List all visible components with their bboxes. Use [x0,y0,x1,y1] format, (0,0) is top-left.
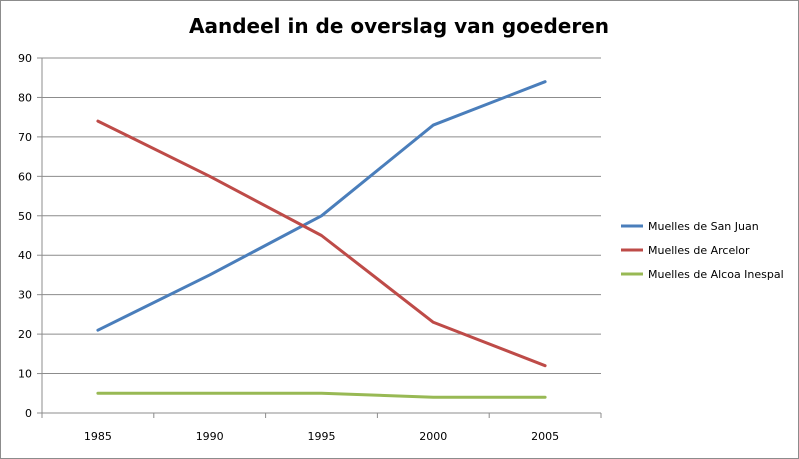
x-tick-label: 2005 [531,430,559,443]
y-tick-label: 0 [25,407,32,420]
y-tick-label: 10 [18,368,32,381]
axes: 0 10 20 30 40 50 60 70 80 90 1985 1990 1995 2000 2005 [18,52,602,443]
series-line [96,119,547,368]
series-line [96,391,547,399]
x-tick-label: 2000 [419,430,447,443]
y-tick-label: 60 [18,170,32,183]
y-tick-label: 20 [18,328,32,341]
y-tick-label: 90 [18,52,32,65]
series-line [96,80,547,332]
y-tick-label: 40 [18,249,32,262]
y-tick-label: 30 [18,289,32,302]
x-tick-label: 1985 [84,430,112,443]
legend-label: Muelles de San Juan [648,220,759,233]
series-lines [96,80,547,399]
y-tick-label: 70 [18,131,32,144]
chart-title: Aandeel in de overslag van goederen [189,14,609,38]
legend-label: Muelles de Arcelor [648,244,750,257]
legend-label: Muelles de Alcoa Inespal [648,268,784,281]
gridlines [42,57,601,375]
y-tick-label: 50 [18,210,32,223]
legend: Muelles de San Juan Muelles de Arcelor Mue… [621,220,784,281]
x-tick-label: 1990 [196,430,224,443]
y-tick-label: 80 [18,91,32,104]
x-tick-label: 1995 [308,430,336,443]
